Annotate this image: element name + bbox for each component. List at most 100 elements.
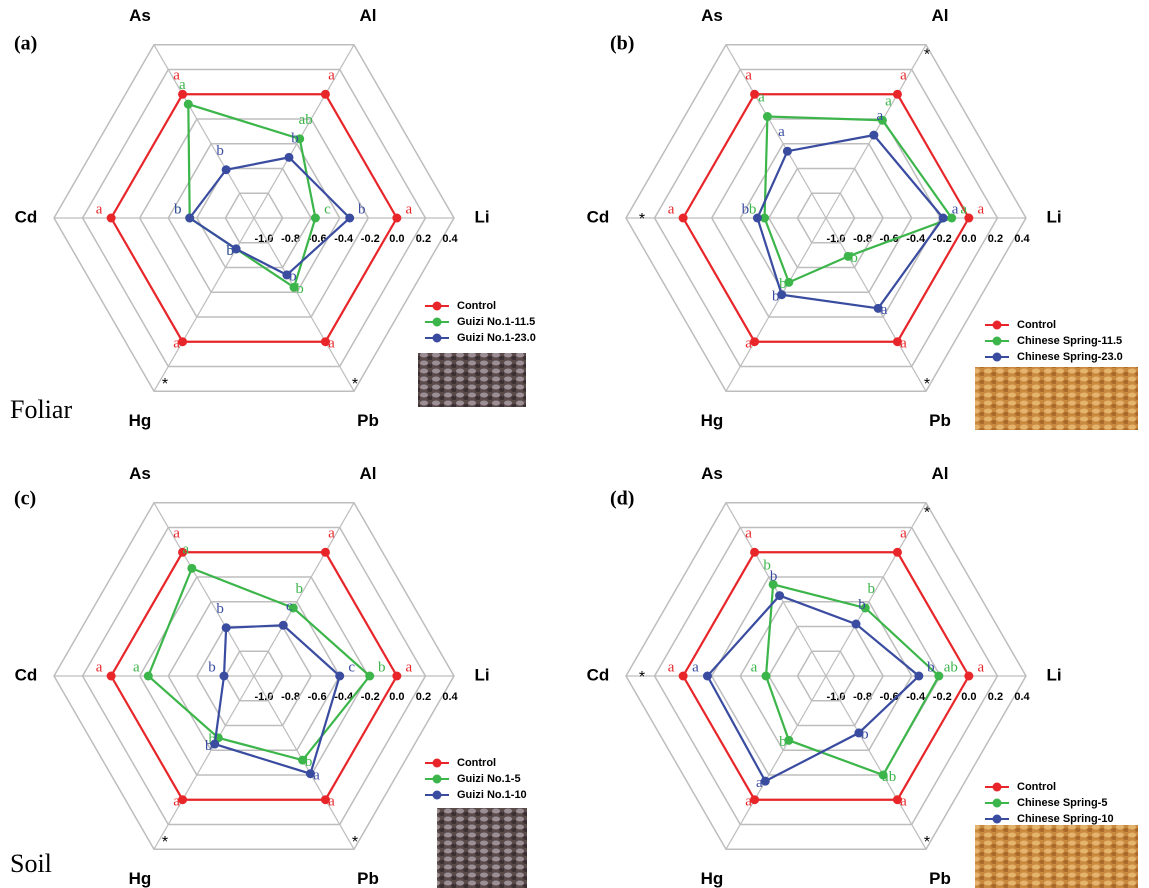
data-point bbox=[279, 621, 288, 630]
significance-letter: b bbox=[226, 243, 234, 259]
axis-label: Pb bbox=[357, 869, 379, 888]
tick-label: 0.4 bbox=[1014, 691, 1030, 703]
data-point bbox=[934, 672, 943, 681]
figure: -1.0-0.8-0.6-0.4-0.20.00.20.4LiAlAsCdHg*… bbox=[0, 0, 1149, 888]
axis-label: Li bbox=[1046, 665, 1061, 684]
significance-letter: a bbox=[745, 67, 752, 83]
significance-mark: * bbox=[352, 376, 358, 393]
data-point bbox=[703, 672, 712, 681]
significance-letter: c bbox=[324, 201, 331, 217]
tick-label: 0.0 bbox=[389, 233, 404, 245]
spoke bbox=[726, 503, 826, 676]
legend-label: Guizi No.1-23.0 bbox=[457, 332, 536, 344]
data-point bbox=[345, 214, 354, 223]
significance-letter: a bbox=[758, 90, 765, 106]
significance-letter: a bbox=[877, 108, 884, 124]
significance-letter: a bbox=[900, 67, 907, 83]
significance-mark: * bbox=[162, 376, 168, 393]
significance-letter: a bbox=[313, 768, 320, 784]
legend-label: Chinese Spring-5 bbox=[1017, 797, 1107, 809]
significance-letter: b bbox=[216, 601, 224, 617]
significance-letter: b bbox=[216, 143, 224, 159]
axis-label: As bbox=[701, 464, 723, 483]
significance-letter: a bbox=[328, 336, 335, 352]
data-point bbox=[893, 548, 902, 557]
significance-letter: b bbox=[770, 569, 778, 585]
significance-letter: b bbox=[291, 130, 299, 146]
data-point bbox=[222, 623, 231, 632]
legend-label: Chinese Spring-11.5 bbox=[1017, 335, 1122, 347]
significance-letter: a bbox=[406, 201, 413, 217]
significance-letter: b bbox=[205, 738, 213, 754]
spoke bbox=[254, 45, 354, 218]
tick-label: 0.0 bbox=[961, 691, 976, 703]
significance-letter: a bbox=[179, 77, 186, 93]
panel-label: (a) bbox=[14, 33, 37, 55]
significance-letter: a bbox=[96, 659, 103, 675]
axis-label: Cd bbox=[15, 665, 38, 684]
data-point bbox=[220, 672, 229, 681]
data-point bbox=[869, 131, 878, 140]
significance-letter: b bbox=[927, 659, 935, 675]
spoke bbox=[154, 503, 254, 676]
legend-label: Control bbox=[457, 757, 496, 769]
significance-mark: * bbox=[924, 834, 930, 851]
tick-label: -0.4 bbox=[334, 233, 354, 245]
significance-letter: a bbox=[692, 659, 699, 675]
tick-label: -0.2 bbox=[361, 691, 380, 703]
significance-letter: a bbox=[745, 525, 752, 541]
legend-label: Guizi No.1-10 bbox=[457, 789, 527, 801]
significance-letter: a bbox=[960, 201, 967, 217]
data-point bbox=[185, 214, 194, 223]
data-point bbox=[914, 672, 923, 681]
data-point bbox=[762, 672, 771, 681]
significance-mark: * bbox=[639, 211, 645, 228]
tick-label: 0.4 bbox=[442, 691, 458, 703]
panel-label: (d) bbox=[610, 488, 634, 510]
tick-label: 0.4 bbox=[442, 233, 458, 245]
data-point bbox=[107, 672, 116, 681]
significance-letter: a bbox=[668, 659, 675, 675]
data-point bbox=[321, 90, 330, 99]
significance-letter: a bbox=[173, 336, 180, 352]
data-point bbox=[753, 214, 762, 223]
tick-label: -0.2 bbox=[933, 691, 952, 703]
tick-label: -0.2 bbox=[933, 233, 952, 245]
legend-label: Guizi No.1-11.5 bbox=[457, 316, 535, 328]
significance-letter: a bbox=[328, 67, 335, 83]
legend-marker bbox=[993, 815, 1002, 824]
series-line bbox=[707, 596, 918, 782]
tick-label: 0.2 bbox=[988, 691, 1003, 703]
significance-letter: a bbox=[328, 794, 335, 810]
legend-label: Chinese Spring-23.0 bbox=[1017, 351, 1123, 363]
significance-letter: b bbox=[296, 281, 304, 297]
data-point bbox=[964, 672, 973, 681]
data-point bbox=[222, 165, 231, 174]
panel-label: (c) bbox=[14, 488, 36, 510]
data-point bbox=[750, 548, 759, 557]
data-point bbox=[321, 548, 330, 557]
axis-label: Pb bbox=[929, 869, 951, 888]
grain-photo bbox=[437, 808, 527, 888]
data-point bbox=[392, 214, 401, 223]
data-point bbox=[893, 90, 902, 99]
significance-letter: a bbox=[173, 794, 180, 810]
tick-label: 0.2 bbox=[416, 691, 431, 703]
significance-letter: b bbox=[289, 269, 297, 285]
significance-letter: a bbox=[885, 93, 892, 109]
significance-letter: a bbox=[900, 336, 907, 352]
data-point bbox=[775, 591, 784, 600]
significance-letter: b bbox=[850, 250, 858, 266]
significance-letter: b bbox=[779, 734, 787, 750]
data-point bbox=[107, 214, 116, 223]
legend-marker bbox=[993, 783, 1002, 792]
legend-marker bbox=[993, 337, 1002, 346]
data-point bbox=[939, 214, 948, 223]
axis-label: Li bbox=[1046, 207, 1061, 226]
significance-letter: ab bbox=[882, 769, 896, 785]
significance-mark: * bbox=[924, 505, 930, 522]
significance-letter: a bbox=[978, 201, 985, 217]
data-point bbox=[679, 214, 688, 223]
grain-photo bbox=[975, 367, 1138, 430]
panel-caption: Soil bbox=[10, 849, 52, 878]
